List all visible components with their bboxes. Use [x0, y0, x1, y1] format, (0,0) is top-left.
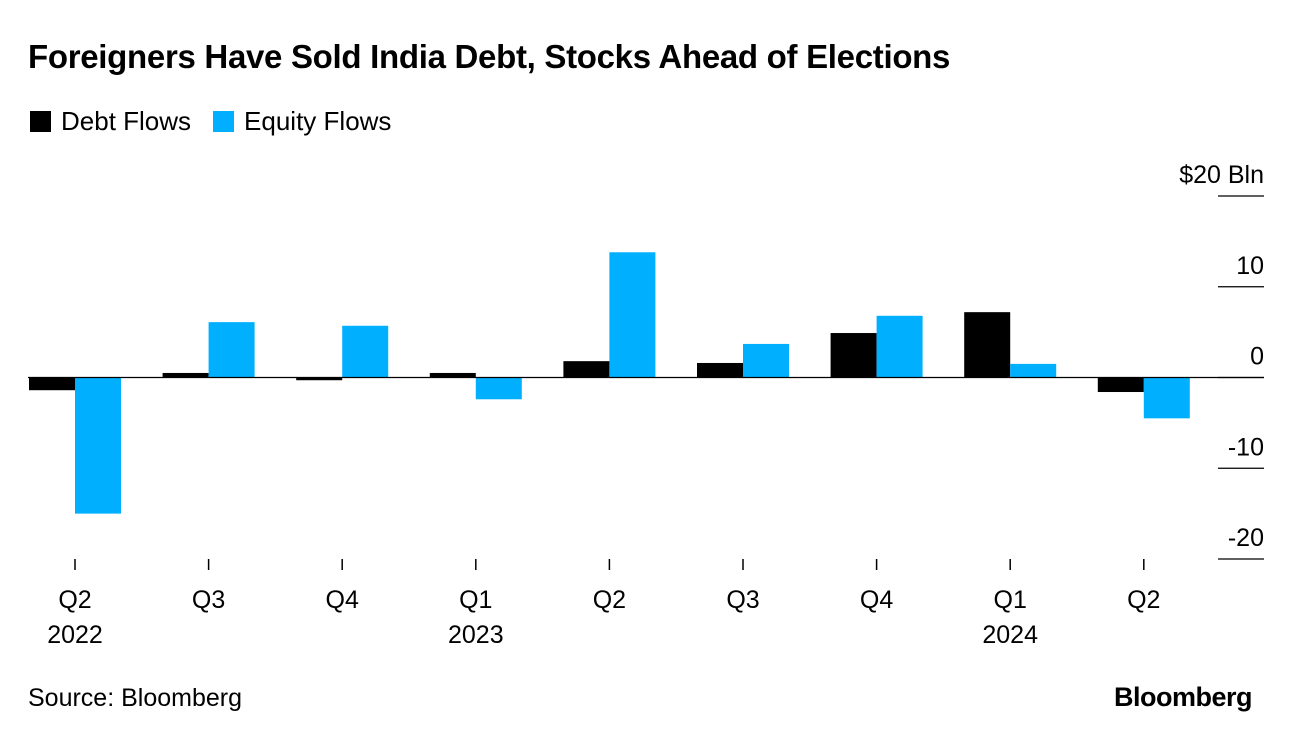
legend-swatch-debt	[30, 111, 51, 132]
bar-debt-8	[1097, 377, 1144, 393]
y-tick-label-0: $20 Bln	[1179, 161, 1264, 189]
legend-item-debt: Debt Flows	[30, 106, 191, 137]
bar-debt-0	[29, 377, 75, 391]
source-note: Source: Bloomberg	[28, 684, 243, 712]
x-tick-label-0-1: 2022	[47, 621, 103, 649]
x-tick-label-7-1: 2024	[982, 621, 1038, 649]
y-tick-label-3: -10	[1228, 433, 1264, 461]
legend-item-equity: Equity Flows	[213, 106, 391, 137]
x-tick-label-5-0: Q3	[726, 586, 759, 614]
x-tick-label-3-0: Q1	[459, 586, 492, 614]
x-tick-label-2-0: Q4	[326, 586, 359, 614]
x-tick-label-8-0: Q2	[1127, 586, 1160, 614]
chart-title: Foreigners Have Sold India Debt, Stocks …	[28, 38, 951, 75]
bar-equity-0	[75, 377, 121, 514]
bar-debt-4	[563, 361, 610, 378]
legend-label-equity: Equity Flows	[244, 106, 392, 136]
bar-debt-7	[964, 312, 1011, 378]
legend-label-debt: Debt Flows	[61, 106, 192, 136]
x-tick-label-3-1: 2023	[448, 621, 504, 649]
x-tick-label-1-0: Q3	[192, 586, 225, 614]
bar-equity-3	[475, 377, 522, 400]
bar-debt-6	[830, 333, 877, 378]
y-tick-label-4: -20	[1228, 524, 1264, 552]
x-tick-label-4-0: Q2	[593, 586, 626, 614]
x-tick-label-6-0: Q4	[860, 586, 893, 614]
bar-equity-1	[208, 322, 255, 378]
bar-debt-5	[697, 362, 743, 378]
y-tick-label-1: 10	[1236, 252, 1264, 280]
bar-equity-7	[1010, 363, 1057, 378]
y-tick-label-2: 0	[1250, 343, 1264, 371]
bar-equity-4	[609, 252, 656, 378]
x-tick-label-0-0: Q2	[58, 586, 91, 614]
bar-debt-1	[162, 372, 209, 378]
bar-debt-3	[429, 372, 476, 378]
bar-equity-6	[876, 315, 923, 378]
legend-swatch-equity	[213, 111, 235, 132]
bar-equity-5	[743, 343, 789, 378]
bar-debt-2	[296, 377, 343, 381]
bar-equity-2	[342, 325, 389, 378]
legend: Debt Flows Equity Flows	[30, 106, 413, 137]
bar-equity-8	[1143, 377, 1190, 419]
x-tick-label-7-0: Q1	[994, 586, 1027, 614]
bloomberg-logo: Bloomberg	[1113, 682, 1253, 712]
